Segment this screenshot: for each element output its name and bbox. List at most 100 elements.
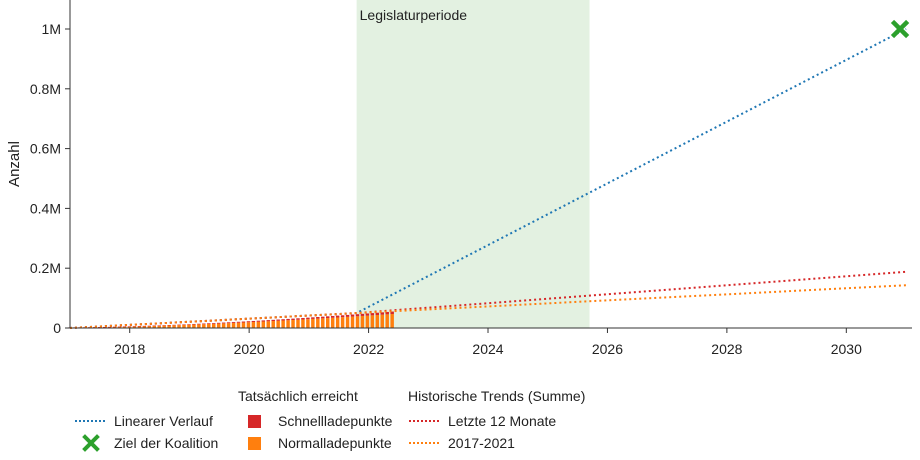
bar-schnellladepunkte: [177, 324, 181, 326]
bar-schnellladepunkte: [311, 317, 315, 319]
y-tick-label: 0: [53, 320, 61, 336]
y-tick-label: 0.6M: [30, 141, 61, 157]
legend-item-normal: Normalladepunkte: [238, 434, 408, 452]
bar-normalladepunkte: [350, 316, 355, 328]
bar-schnellladepunkte: [102, 326, 107, 328]
y-tick-label: 1M: [42, 21, 61, 37]
bar-normalladepunkte: [216, 323, 221, 328]
target-marker: [890, 19, 910, 39]
bar-normalladepunkte: [142, 326, 147, 328]
bar-schnellladepunkte: [390, 311, 394, 315]
bar-normalladepunkte: [212, 323, 216, 328]
bar-normalladepunkte: [167, 325, 171, 328]
bar-normalladepunkte: [256, 321, 261, 328]
bar-schnellladepunkte: [152, 325, 156, 327]
legend: Tatsächlich erreicht Historische Trends …: [70, 388, 690, 458]
bar-schnellladepunkte: [142, 325, 147, 327]
legend-title-actual: Tatsächlich erreicht: [238, 388, 358, 404]
bar-schnellladepunkte: [360, 313, 365, 316]
bar-normalladepunkte: [276, 320, 280, 328]
bar-normalladepunkte: [301, 319, 305, 328]
bar-normalladepunkte: [192, 324, 196, 328]
bar-schnellladepunkte: [370, 313, 375, 316]
bar-schnellladepunkte: [251, 320, 256, 323]
legend-label-2017-2021: 2017-2021: [448, 435, 515, 451]
bar-schnellladepunkte: [246, 321, 251, 323]
bar-schnellladepunkte: [162, 325, 166, 326]
bar-normalladepunkte: [127, 326, 132, 328]
bar-schnellladepunkte: [385, 311, 389, 315]
trend-lines-layer: [69, 28, 907, 329]
bar-schnellladepunkte: [236, 321, 241, 323]
bar-schnellladepunkte: [207, 323, 211, 324]
legend-item-last12: Letzte 12 Monate: [408, 412, 608, 430]
legend-item-linear: Linearer Verlauf: [74, 412, 234, 430]
y-tick-label: 0.2M: [30, 260, 61, 276]
bar-schnellladepunkte: [286, 318, 290, 321]
square-icon: [248, 415, 261, 428]
bar-normalladepunkte: [390, 314, 394, 328]
bar-normalladepunkte: [355, 316, 360, 328]
bar-schnellladepunkte: [216, 322, 221, 324]
bar-normalladepunkte: [281, 320, 285, 328]
bar-normalladepunkte: [172, 325, 176, 328]
bar-schnellladepunkte: [340, 315, 345, 318]
chart-canvas: Legislaturperiode 2018 2020 2022 2024 2026 20…: [6, 0, 912, 357]
shaded-region-layer: Legislaturperiode: [356, 0, 590, 328]
dotted-line-icon: [409, 420, 441, 422]
bar-schnellladepunkte: [93, 327, 97, 328]
bar-normalladepunkte: [182, 324, 186, 328]
bar-schnellladepunkte: [197, 323, 201, 325]
bar-normalladepunkte: [236, 322, 241, 328]
bar-normalladepunkte: [231, 322, 236, 328]
bar-schnellladepunkte: [271, 319, 275, 322]
bar-schnellladepunkte: [316, 316, 320, 319]
bar-schnellladepunkte: [187, 324, 191, 325]
bar-schnellladepunkte: [137, 326, 142, 327]
bar-schnellladepunkte: [221, 322, 226, 324]
bar-schnellladepunkte: [261, 320, 266, 322]
bar-normalladepunkte: [152, 325, 156, 328]
bar-normalladepunkte: [162, 325, 166, 328]
bar-schnellladepunkte: [157, 325, 161, 326]
legend-label-linear: Linearer Verlauf: [114, 413, 213, 429]
bar-normalladepunkte: [296, 319, 300, 328]
legislature-region-label: Legislaturperiode: [360, 7, 468, 23]
bar-schnellladepunkte: [365, 313, 370, 316]
bar-normalladepunkte: [306, 319, 310, 328]
bar-schnellladepunkte: [172, 324, 176, 326]
bar-schnellladepunkte: [321, 316, 325, 319]
x-tick-label: 2020: [234, 341, 265, 357]
bar-schnellladepunkte: [122, 326, 127, 327]
bar-schnellladepunkte: [127, 326, 132, 327]
x-tick-label: 2028: [711, 341, 742, 357]
legend-label-normal: Normalladepunkte: [278, 435, 392, 451]
bar-schnellladepunkte: [202, 323, 206, 325]
bar-normalladepunkte: [147, 326, 152, 328]
x-tick-label: 2022: [353, 341, 384, 357]
bar-normalladepunkte: [380, 314, 384, 328]
bar-schnellladepunkte: [167, 324, 171, 326]
bar-normalladepunkte: [266, 321, 270, 328]
bar-schnellladepunkte: [107, 326, 112, 328]
bar-normalladepunkte: [112, 326, 117, 328]
bar-schnellladepunkte: [380, 312, 384, 315]
bar-schnellladepunkte: [98, 327, 102, 328]
y-axis-label: Anzahl: [6, 141, 23, 187]
legend-title-trends: Historische Trends (Summe): [408, 388, 586, 404]
bars-layer: [68, 311, 394, 328]
x-icon: [82, 434, 100, 452]
bar-schnellladepunkte: [291, 318, 295, 321]
bar-schnellladepunkte: [330, 315, 335, 318]
bar-normalladepunkte: [385, 314, 389, 328]
x-tick-label: 2024: [472, 341, 503, 357]
bar-schnellladepunkte: [301, 317, 305, 320]
bar-schnellladepunkte: [256, 320, 261, 322]
dotted-line-icon: [409, 442, 441, 444]
bar-normalladepunkte: [330, 317, 335, 328]
bar-normalladepunkte: [207, 323, 211, 328]
bar-normalladepunkte: [321, 318, 325, 328]
bar-normalladepunkte: [177, 325, 181, 328]
bar-schnellladepunkte: [350, 314, 355, 317]
bar-schnellladepunkte: [241, 321, 246, 323]
